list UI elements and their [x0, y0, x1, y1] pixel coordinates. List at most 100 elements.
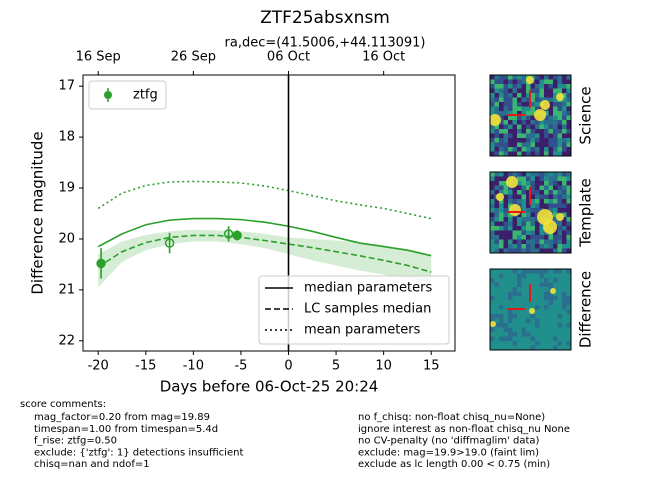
image-pixel: [544, 138, 549, 143]
image-pixel: [512, 323, 518, 328]
image-pixel: [517, 248, 522, 254]
image-pixel: [503, 75, 509, 80]
image-pixel: [503, 332, 509, 337]
image-pixel: [508, 287, 513, 292]
y-tick-label: 20: [58, 231, 75, 246]
image-pixel: [544, 142, 549, 148]
image-pixel: [503, 208, 509, 213]
image-pixel: [539, 323, 545, 328]
image-pixel: [530, 172, 536, 177]
image-pixel: [548, 84, 554, 89]
image-pixel: [499, 318, 504, 324]
image-pixel: [530, 208, 536, 213]
image-pixel: [494, 239, 500, 245]
image-pixel: [562, 291, 567, 297]
image-pixel: [517, 282, 522, 288]
image-pixel: [562, 300, 567, 306]
image-pixel: [544, 248, 549, 254]
image-pixel: [508, 296, 513, 301]
image-pixel: [503, 309, 509, 315]
image-pixel: [557, 248, 563, 254]
series-line: [97, 180, 432, 220]
image-pixel: [539, 300, 545, 306]
image-pixel: [494, 336, 500, 342]
image-pixel: [535, 124, 540, 130]
image-pixel: [494, 332, 500, 337]
image-pixel: [557, 291, 563, 297]
image-pixel: [526, 185, 531, 191]
image-pixel: [548, 244, 554, 249]
image-pixel: [530, 244, 536, 249]
image-pixel: [517, 133, 522, 139]
image-pixel: [490, 190, 495, 195]
image-pixel: [517, 226, 522, 231]
image-pixel: [503, 138, 509, 143]
x-tick-label: 0: [284, 359, 292, 374]
image-pixel: [490, 84, 495, 89]
image-pixel: [539, 93, 545, 98]
image-pixel: [503, 327, 509, 333]
image-pixel: [535, 181, 540, 186]
image-pixel: [566, 212, 572, 218]
image-pixel: [566, 235, 572, 240]
image-pixel: [508, 199, 513, 204]
image-pixel: [490, 217, 495, 222]
image-pixel: [499, 203, 504, 209]
image-pixel: [562, 345, 567, 351]
y-tick-label: 18: [58, 130, 75, 145]
image-pixel: [494, 341, 500, 346]
image-pixel: [512, 111, 518, 116]
image-pixel: [553, 239, 558, 245]
image-pixel: [508, 124, 513, 130]
image-pixel: [530, 318, 536, 324]
image-pixel: [548, 138, 554, 143]
image-pixel: [539, 309, 545, 315]
image-pixel: [535, 79, 540, 85]
image-pixel: [553, 142, 558, 148]
image-pixel: [530, 230, 536, 236]
image-pixel: [539, 305, 545, 310]
image-pixel: [512, 332, 518, 337]
image-pixel: [535, 97, 540, 103]
image-pixel: [566, 102, 572, 107]
image-pixel: [503, 176, 509, 182]
image-pixel: [521, 111, 527, 116]
image-pixel: [544, 115, 549, 121]
image-pixel: [566, 151, 572, 157]
image-pixel: [526, 230, 531, 236]
image-pixel: [535, 84, 540, 89]
image-pixel: [503, 239, 509, 245]
image-pixel: [557, 124, 563, 130]
image-pixel: [490, 133, 495, 139]
image-pixel: [562, 332, 567, 337]
image-pixel: [530, 336, 536, 342]
image-pixel: [503, 111, 509, 116]
image-pixel: [508, 244, 513, 249]
image-pixel: [566, 336, 572, 342]
image-pixel: [539, 199, 545, 204]
image-pixel: [512, 269, 518, 274]
image-pixel: [553, 291, 558, 297]
image-pixel: [517, 172, 522, 177]
image-pixel: [499, 296, 504, 301]
image-pixel: [512, 172, 518, 177]
image-pixel: [544, 305, 549, 310]
image-pixel: [548, 235, 554, 240]
image-pixel: [508, 115, 513, 121]
image-pixel: [530, 106, 536, 112]
image-pixel: [517, 244, 522, 249]
image-pixel: [539, 296, 545, 301]
image-pixel: [521, 217, 527, 222]
image-pixel: [521, 138, 527, 143]
image-pixel: [530, 269, 536, 274]
image-pixel: [548, 309, 554, 315]
y-tick-label: 17: [58, 79, 75, 94]
image-pixel: [566, 282, 572, 288]
image-pixel: [535, 194, 540, 200]
image-pixel: [499, 273, 504, 279]
image-pixel: [499, 181, 504, 186]
image-pixel: [566, 147, 572, 152]
image-pixel: [553, 327, 558, 333]
image-pixel: [530, 323, 536, 328]
image-pixel: [548, 269, 554, 274]
